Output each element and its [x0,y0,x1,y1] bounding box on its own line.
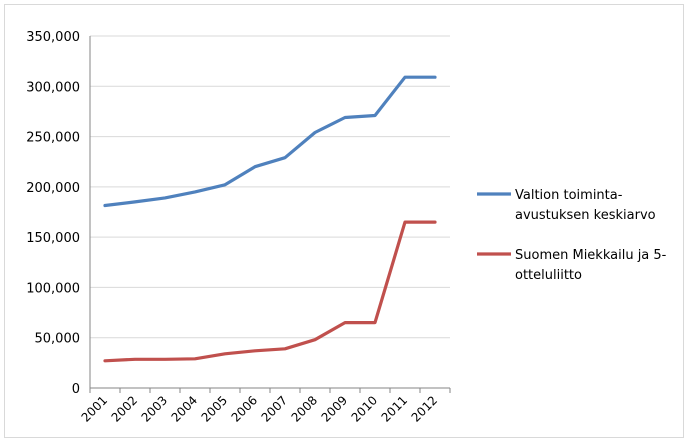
x-tick-label: 2004 [169,393,200,424]
legend: Valtion toiminta-avustuksen keskiarvo Suo… [477,188,667,283]
line-chart: 0 50,000 100,000 150,000 200,000 250,000 300,0… [26,30,667,425]
y-tick-label: 150,000 [26,231,80,246]
x-tick-label: 2011 [379,393,410,424]
x-tick-label: 2007 [259,393,290,424]
x-tick-label: 2010 [349,393,380,424]
x-tick-labels: 2001200220032004200520062007200820092010… [79,393,440,424]
x-tick-label: 2001 [79,393,110,424]
legend-label-2: otteluliitto [515,268,582,283]
chart-frame: 0 50,000 100,000 150,000 200,000 250,000 300,0… [4,4,684,438]
gridlines [90,35,450,339]
y-tick-label: 100,000 [26,281,80,296]
x-tick-label: 2002 [109,393,140,424]
y-tick-label: 300,000 [26,80,80,95]
series-lines [103,75,437,363]
y-tick-label: 50,000 [35,332,81,347]
legend-label-1: Valtion toiminta- [515,188,623,203]
x-tick-label: 2003 [139,393,170,424]
x-tick-label: 2008 [289,393,320,424]
y-tick-label: 350,000 [26,30,80,45]
series-line-2 [103,220,437,363]
x-tick-label: 2005 [199,393,230,424]
y-tick-label: 0 [72,382,80,397]
series-line-1 [103,75,437,208]
y-tick-label: 250,000 [26,131,80,146]
y-tick-label: 200,000 [26,181,80,196]
x-tick-label: 2006 [229,393,260,424]
x-tick-label: 2009 [319,393,350,424]
x-tick-label: 2012 [409,393,440,424]
y-tick-labels: 0 50,000 100,000 150,000 200,000 250,000 300,0… [26,30,80,397]
legend-label-1: avustuksen keskiarvo [515,208,656,223]
axes [89,36,451,393]
legend-label-2: Suomen Miekkailu ja 5- [515,248,667,263]
